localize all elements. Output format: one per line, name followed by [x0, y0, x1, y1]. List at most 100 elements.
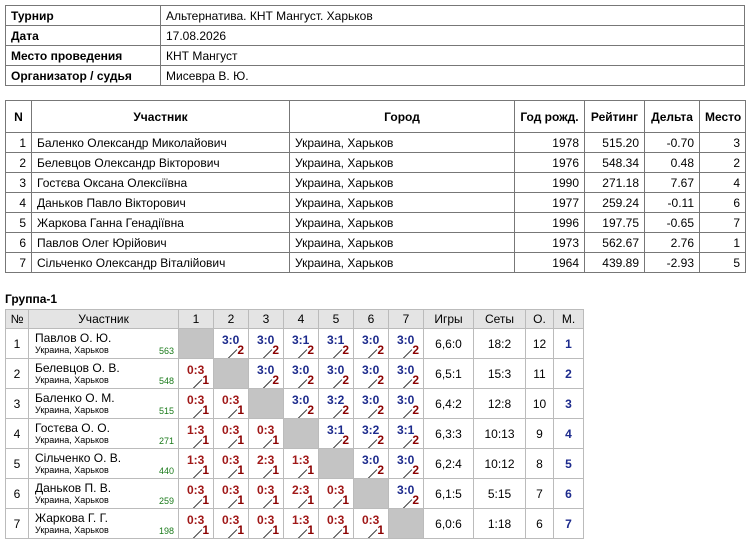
slash — [191, 439, 203, 448]
header-cell: № — [5, 309, 29, 329]
slash — [366, 349, 378, 358]
player-cell: Павлов О. Ю. Украина, Харьков 563 — [28, 328, 179, 359]
match-points: 2 — [237, 343, 244, 357]
header-cell: 3 — [248, 309, 284, 329]
match-points: 1 — [307, 523, 314, 537]
match-score: 0:3 — [257, 483, 275, 497]
participant-cell: Украина, Харьков — [289, 212, 515, 233]
match-cell: 2:3 1 — [248, 448, 284, 479]
match-score: 3:0 — [327, 363, 345, 377]
match-points: 2 — [342, 403, 349, 417]
player-cell: Жаркова Г. Г. Украина, Харьков 198 — [28, 508, 179, 539]
info-value: Мисевра В. Ю. — [160, 65, 745, 86]
match-points: 2 — [412, 403, 419, 417]
match-score: 3:0 — [292, 363, 310, 377]
match-score: 0:3 — [187, 393, 205, 407]
match-score: 2:3 — [292, 483, 310, 497]
player-rating: 548 — [158, 376, 174, 386]
match-points: 2 — [342, 433, 349, 447]
info-label: Дата — [5, 25, 161, 46]
header-cell: 4 — [283, 309, 319, 329]
match-score: 3:0 — [397, 453, 415, 467]
match-score: 3:0 — [362, 363, 380, 377]
points: 7 — [525, 478, 554, 509]
slash — [226, 529, 238, 538]
participant-cell: 515.20 — [584, 132, 645, 153]
participant-cell: 3 — [699, 132, 746, 153]
match-cell: 3:0 2 — [388, 328, 424, 359]
slash — [226, 439, 238, 448]
match-points: 2 — [377, 373, 384, 387]
participant-cell: 1976 — [514, 152, 585, 173]
match-points: 2 — [412, 493, 419, 507]
participant-cell: 562.67 — [584, 232, 645, 253]
match-points: 2 — [272, 343, 279, 357]
match-cell: 3:0 2 — [248, 328, 284, 359]
info-label: Место проведения — [5, 45, 161, 66]
match-points: 2 — [342, 343, 349, 357]
player-rating: 198 — [158, 526, 174, 536]
slash — [331, 499, 343, 508]
match-score: 0:3 — [187, 363, 205, 377]
header-cell: 5 — [318, 309, 354, 329]
match-cell: 3:0 2 — [283, 388, 319, 419]
match-score: 0:3 — [327, 513, 345, 527]
participant-cell: 1973 — [514, 232, 585, 253]
match-points: 1 — [272, 463, 279, 477]
match-score: 0:3 — [222, 483, 240, 497]
sets: 18:2 — [473, 328, 526, 359]
participant-cell: 2 — [5, 152, 32, 173]
header-cell: Дельта — [644, 100, 700, 133]
match-score: 3:1 — [327, 423, 345, 437]
row-number: 2 — [5, 358, 29, 389]
match-score: 3:0 — [222, 333, 240, 347]
participant-cell: Белевцов Олександр Вікторович — [31, 152, 290, 173]
match-score: 3:0 — [362, 393, 380, 407]
info-row: Место проведения КНТ Мангуст — [5, 45, 745, 66]
participant-cell: -2.93 — [644, 252, 700, 273]
slash — [296, 409, 308, 418]
slash — [366, 529, 378, 538]
slash — [401, 409, 413, 418]
player-rating: 563 — [158, 346, 174, 356]
sets: 5:15 — [473, 478, 526, 509]
group-row: 2 Белевцов О. В. Украина, Харьков 548 0:3 1 3:… — [5, 358, 584, 389]
match-cell: 3:1 2 — [388, 418, 424, 449]
header-cell: 7 — [388, 309, 424, 329]
row-number: 6 — [5, 478, 29, 509]
match-points: 2 — [307, 343, 314, 357]
match-points: 2 — [412, 463, 419, 477]
match-cell: 3:0 2 — [283, 358, 319, 389]
match-points: 1 — [202, 523, 209, 537]
header-cell: Рейтинг — [584, 100, 645, 133]
header-cell: М. — [553, 309, 584, 329]
participant-cell: 5 — [699, 252, 746, 273]
slash — [366, 469, 378, 478]
match-points: 2 — [377, 343, 384, 357]
match-cell: 3:0 2 — [388, 388, 424, 419]
player-city: Украина, Харьков — [35, 464, 109, 475]
match-score: 3:0 — [292, 393, 310, 407]
match-score: 0:3 — [257, 423, 275, 437]
group-table: № Участник 1 2 3 4 5 6 7 Игры Сеты О. М. 1 Павлов О. Ю… — [5, 309, 584, 539]
player-city: Украина, Харьков — [35, 524, 109, 535]
player-rating: 271 — [158, 436, 174, 446]
match-points: 1 — [202, 493, 209, 507]
participant-row: 2 Белевцов Олександр Вікторович Украина, Х… — [5, 152, 746, 173]
group-row: 6 Даньков П. В. Украина, Харьков 259 0:3 1 0:3… — [5, 478, 584, 509]
match-points: 1 — [272, 523, 279, 537]
match-cell: 0:3 1 — [353, 508, 389, 539]
place: 6 — [553, 478, 584, 509]
slash — [296, 499, 308, 508]
info-value: КНТ Мангуст — [160, 45, 745, 66]
match-cell: 3:2 2 — [318, 388, 354, 419]
group-row: 4 Гостєва О. О. Украина, Харьков 271 1:3 1 0:3… — [5, 418, 584, 449]
match-cell: 0:3 1 — [178, 388, 214, 419]
match-points: 1 — [237, 523, 244, 537]
match-score: 3:1 — [397, 423, 415, 437]
match-score: 1:3 — [187, 423, 205, 437]
match-score: 0:3 — [187, 483, 205, 497]
info-row: Дата 17.08.2026 — [5, 25, 745, 46]
participant-cell: Украина, Харьков — [289, 172, 515, 193]
